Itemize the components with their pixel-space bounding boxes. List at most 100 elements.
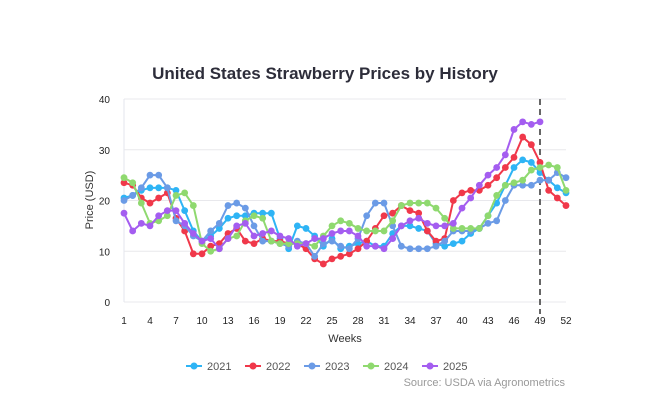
- data-point: [215, 225, 223, 232]
- data-point: [302, 240, 310, 248]
- data-point: [328, 237, 336, 245]
- data-point: [467, 225, 475, 232]
- x-tick-label: 28: [352, 316, 364, 327]
- data-point: [241, 219, 249, 227]
- legend-marker: [249, 362, 257, 370]
- data-point: [432, 237, 440, 245]
- x-tick-label: 49: [534, 316, 546, 327]
- data-point: [276, 240, 284, 248]
- x-tick-label: 37: [430, 316, 442, 327]
- data-point: [337, 217, 345, 225]
- data-point: [241, 237, 249, 245]
- data-point: [259, 230, 267, 237]
- data-point: [493, 192, 501, 199]
- data-point: [484, 181, 492, 189]
- series-group: [120, 118, 570, 268]
- data-point: [458, 225, 466, 232]
- data-point: [545, 161, 553, 169]
- data-point: [553, 194, 561, 202]
- x-tick-label: 52: [560, 316, 572, 327]
- data-point: [129, 227, 137, 235]
- data-point: [389, 235, 397, 242]
- data-point: [406, 207, 414, 215]
- legend-label: 2024: [384, 361, 408, 373]
- x-tick-label: 16: [248, 316, 260, 327]
- data-point: [250, 212, 258, 220]
- data-point: [389, 209, 397, 217]
- data-point: [449, 240, 457, 248]
- data-point: [215, 219, 223, 227]
- data-point: [380, 227, 388, 235]
- data-point: [172, 192, 180, 199]
- y-tick-label: 40: [99, 95, 111, 106]
- data-point: [536, 159, 544, 166]
- data-point: [432, 204, 440, 212]
- data-point: [267, 237, 275, 245]
- data-point: [380, 199, 388, 207]
- data-point: [224, 235, 232, 242]
- data-point: [155, 194, 163, 202]
- x-tick-label: 13: [222, 316, 234, 327]
- data-point: [129, 192, 137, 199]
- x-tick-label: 25: [326, 316, 338, 327]
- data-point: [181, 189, 189, 197]
- data-point: [337, 252, 345, 260]
- data-point: [328, 230, 336, 237]
- data-point: [389, 217, 397, 225]
- legend-marker: [426, 362, 434, 370]
- legend-label: 2023: [325, 361, 349, 373]
- data-point: [415, 245, 423, 253]
- data-point: [371, 242, 379, 250]
- data-point: [501, 181, 509, 189]
- data-point: [545, 176, 553, 184]
- data-point: [181, 207, 189, 215]
- data-point: [397, 242, 405, 250]
- x-tick-label: 4: [147, 316, 153, 327]
- data-point: [545, 186, 553, 194]
- data-point: [155, 184, 163, 192]
- data-point: [406, 217, 414, 225]
- data-point: [449, 197, 457, 204]
- data-point: [345, 245, 353, 253]
- data-point: [137, 219, 145, 227]
- data-point: [397, 202, 405, 209]
- legend-item-2022: 2022: [245, 361, 290, 373]
- data-point: [449, 225, 457, 232]
- data-point: [311, 252, 319, 260]
- data-point: [380, 212, 388, 220]
- data-point: [397, 222, 405, 230]
- data-point: [207, 247, 215, 255]
- y-axis-title: Price (USD): [84, 171, 96, 230]
- data-point: [423, 199, 431, 207]
- data-point: [467, 186, 475, 194]
- data-point: [120, 197, 128, 204]
- data-point: [441, 242, 449, 250]
- data-point: [501, 197, 509, 204]
- data-point: [276, 232, 284, 240]
- data-point: [224, 214, 232, 222]
- data-point: [527, 120, 535, 128]
- legend-label: 2022: [266, 361, 290, 373]
- data-point: [363, 212, 371, 220]
- data-point: [527, 181, 535, 189]
- data-point: [285, 240, 293, 248]
- data-point: [562, 202, 570, 209]
- data-point: [527, 141, 535, 149]
- data-point: [155, 212, 163, 220]
- data-point: [172, 217, 180, 225]
- x-tick-label: 7: [173, 316, 179, 327]
- y-tick-label: 0: [104, 298, 110, 309]
- chart-title: United States Strawberry Prices by Histo…: [152, 64, 498, 83]
- data-point: [293, 222, 301, 230]
- data-point: [215, 245, 223, 253]
- data-point: [536, 176, 544, 184]
- data-point: [345, 250, 353, 258]
- x-tick-label: 19: [274, 316, 286, 327]
- data-point: [293, 242, 301, 250]
- x-tick-label: 31: [378, 316, 390, 327]
- x-tick-labels: 1 4 7 10 13 16 19 22 25 28 31 34 37 40 43 46 49 52: [121, 316, 572, 327]
- data-point: [233, 232, 241, 240]
- data-point: [406, 245, 414, 253]
- data-point: [493, 164, 501, 171]
- data-point: [458, 237, 466, 245]
